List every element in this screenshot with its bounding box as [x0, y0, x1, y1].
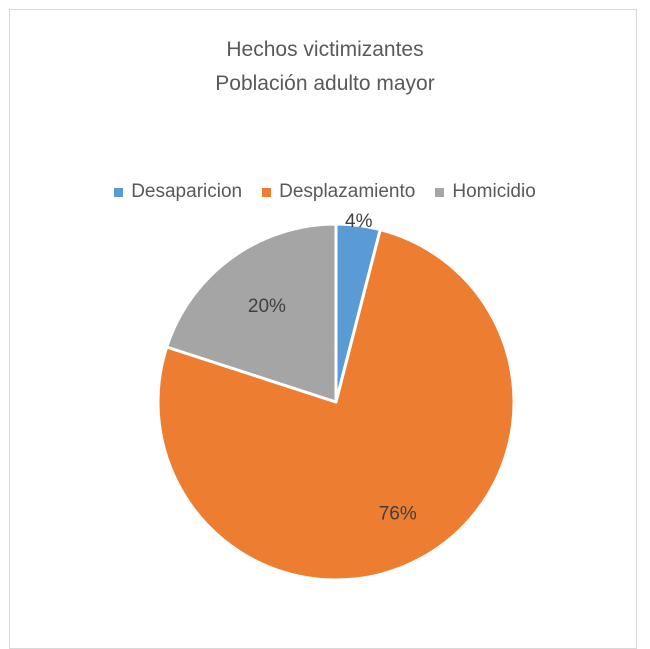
legend-label-homicidio: Homicidio: [452, 181, 536, 202]
data-label-desplazamiento: 76%: [379, 503, 417, 524]
legend-label-desaparicion: Desaparicion: [131, 181, 243, 202]
legend-label-desplazamiento: Desplazamiento: [279, 181, 416, 202]
pie-slice-homicidio: [165, 222, 338, 404]
data-label-desaparicion: 4%: [345, 211, 373, 232]
data-label-homicidio: 20%: [248, 296, 286, 317]
chart-title-line-1: Hechos victimizantes: [226, 38, 424, 61]
legend-item-homicidio: Homicidio: [435, 180, 536, 204]
chart-legend: Desaparicion Desplazamiento Homicidio: [0, 180, 650, 204]
legend-swatch-desplazamiento: [262, 187, 272, 197]
pie-slice-desplazamiento: [156, 228, 516, 582]
chart-title-line-2: Población adulto mayor: [215, 72, 435, 95]
legend-item-desaparicion: Desaparicion: [114, 180, 242, 204]
legend-item-desplazamiento: Desplazamiento: [262, 180, 415, 204]
legend-swatch-desaparicion: [114, 187, 124, 197]
legend-swatch-homicidio: [435, 187, 445, 197]
